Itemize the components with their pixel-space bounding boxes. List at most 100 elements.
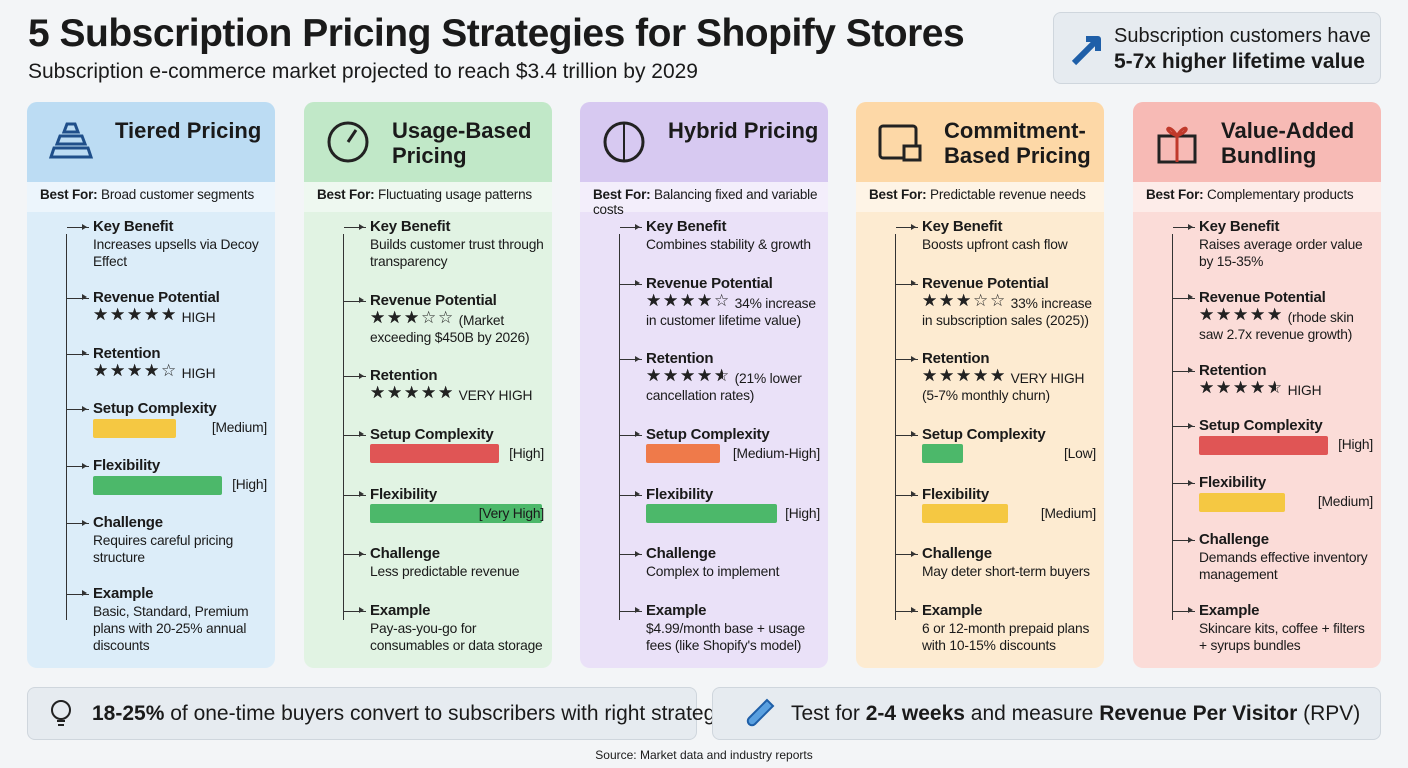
row-challenge: Challenge Complex to implement bbox=[580, 545, 828, 580]
row-text: HIGH bbox=[1287, 382, 1322, 398]
column-title: Value-Added Bundling bbox=[1221, 118, 1355, 168]
row-text: VERY HIGH bbox=[458, 388, 533, 404]
row-label: Flexibility bbox=[370, 485, 437, 503]
star-empty: ☆ bbox=[161, 360, 177, 380]
row-retention: Retention☆★☆★☆★☆★☆★ HIGH bbox=[27, 345, 275, 382]
column-header: Tiered Pricing bbox=[27, 102, 275, 182]
footer-text: and measure bbox=[964, 702, 1100, 725]
star-empty: ☆ bbox=[110, 304, 126, 324]
row-text: Requires careful pricing structure bbox=[93, 533, 234, 566]
row-text: Complex to implement bbox=[646, 564, 780, 580]
star-empty: ☆ bbox=[680, 366, 696, 386]
source: Source: Market data and industry reports bbox=[595, 748, 813, 762]
row-key_benefit: Key Benefit Builds customer trust through… bbox=[304, 218, 552, 270]
subtitle: Subscription e-commerce market projected… bbox=[28, 60, 698, 83]
arrow bbox=[620, 607, 642, 614]
row-label: Flexibility bbox=[922, 485, 989, 503]
arrow bbox=[67, 223, 89, 230]
star: ☆★ bbox=[973, 292, 990, 310]
level-bar bbox=[922, 504, 1008, 524]
row-flexibility: Flexibility [Medium] bbox=[1133, 474, 1381, 512]
star-empty: ☆ bbox=[438, 383, 454, 403]
row-label: Challenge bbox=[93, 514, 163, 532]
bar-row: [High] bbox=[1199, 435, 1373, 455]
callout-line: Subscription customers have bbox=[1114, 25, 1371, 47]
row-key_benefit: Key Benefit Increases upsells via Decoy E… bbox=[27, 218, 275, 270]
star-fill: ★ bbox=[956, 367, 972, 385]
row-text: HIGH bbox=[181, 365, 216, 381]
row-label: Retention bbox=[922, 350, 990, 368]
star: ☆★ bbox=[110, 362, 127, 380]
arrow bbox=[1173, 536, 1195, 543]
star-fill: ★ bbox=[697, 367, 713, 385]
arrow bbox=[344, 491, 366, 498]
arrow bbox=[67, 590, 89, 597]
arrow bbox=[344, 372, 366, 379]
strategy-column: Usage-Based Pricing Best For: Fluctuating… bbox=[304, 102, 552, 668]
arrow bbox=[896, 355, 918, 362]
tree-line bbox=[619, 234, 620, 620]
star: ☆★ bbox=[939, 367, 956, 385]
arrow bbox=[620, 550, 642, 557]
row-text: Combines stability & growth bbox=[646, 237, 811, 252]
row-flexibility: Flexibility [High] bbox=[27, 457, 275, 495]
star: ☆★ bbox=[1216, 377, 1233, 397]
star-empty: ☆ bbox=[1216, 304, 1232, 324]
star-empty: ☆ bbox=[1250, 377, 1266, 397]
row-text: 6 or 12-month prepaid plans with 10-15% … bbox=[922, 620, 1090, 653]
star-empty: ☆ bbox=[973, 366, 989, 386]
star-empty: ☆ bbox=[956, 366, 972, 386]
star-empty: ☆ bbox=[1216, 377, 1232, 397]
star-fill: ★ bbox=[404, 308, 420, 326]
bulb-icon bbox=[51, 700, 71, 726]
row-revenue: Revenue Potential☆★☆★☆★☆★☆★ (Market exce… bbox=[304, 292, 552, 346]
star-empty: ☆ bbox=[421, 307, 437, 327]
star-fill: ★ bbox=[956, 291, 972, 309]
callout-highlight: 5-7x higher lifetime value bbox=[1114, 50, 1365, 73]
best-for-text: Complementary products bbox=[1207, 187, 1354, 202]
arrow bbox=[1173, 479, 1195, 486]
star: ☆★ bbox=[697, 367, 714, 385]
star: ☆★ bbox=[663, 290, 680, 310]
footer-text: (RPV) bbox=[1297, 702, 1361, 725]
row-example: Example 6 or 12-month prepaid plans with … bbox=[856, 602, 1104, 654]
star: ☆★ bbox=[1199, 379, 1216, 397]
star: ☆★ bbox=[922, 367, 939, 385]
star-empty: ☆ bbox=[127, 304, 143, 324]
star-fill: ★ bbox=[1216, 378, 1232, 396]
arrow bbox=[344, 297, 366, 304]
star-empty: ☆ bbox=[663, 290, 679, 310]
star-fill: ★ bbox=[93, 305, 109, 323]
bar-row: [Medium] bbox=[922, 504, 1096, 524]
level-bar bbox=[370, 504, 542, 524]
strategy-icon bbox=[48, 122, 94, 159]
star-empty: ☆ bbox=[387, 307, 403, 327]
arrow bbox=[67, 350, 89, 357]
star-empty: ☆ bbox=[1233, 377, 1249, 397]
row-text: Demands effective inventory management bbox=[1199, 550, 1368, 583]
strategy-column: Value-Added Bundling Best For: Complement… bbox=[1133, 102, 1381, 668]
column-body: Key Benefit Raises average order value by… bbox=[1133, 214, 1381, 660]
star: ☆★ bbox=[1233, 306, 1250, 324]
footer-text: 18-25% bbox=[92, 702, 165, 725]
star: ☆★ bbox=[663, 366, 680, 386]
row-retention: Retention☆★☆★☆★☆★☆★ HIGH bbox=[1133, 362, 1381, 399]
footer-text: 2-4 weeks bbox=[865, 702, 965, 725]
row-text: Basic, Standard, Premium plans with 20-2… bbox=[93, 603, 249, 653]
star: ☆★ bbox=[956, 366, 973, 386]
star-fill: ★ bbox=[387, 384, 403, 402]
row-label: Setup Complexity bbox=[646, 425, 770, 443]
row-text: Increases upsells via Decoy Effect bbox=[93, 237, 259, 269]
star: ☆★ bbox=[973, 366, 990, 386]
row-label: Revenue Potential bbox=[922, 274, 1049, 292]
tree-line bbox=[343, 234, 344, 620]
star-rating: ☆★☆★☆★☆★☆★ bbox=[922, 366, 1011, 386]
best-for-text: Fluctuating usage patterns bbox=[378, 187, 532, 202]
star-fill: ★ bbox=[404, 384, 420, 402]
footer-text: Revenue Per Visitor bbox=[1099, 702, 1298, 725]
star-empty: ☆ bbox=[646, 290, 662, 310]
star-empty: ☆ bbox=[663, 366, 679, 386]
row-key_benefit: Key Benefit Combines stability & growth bbox=[580, 218, 828, 253]
level-bar bbox=[93, 475, 222, 495]
star: ☆★ bbox=[421, 384, 438, 402]
